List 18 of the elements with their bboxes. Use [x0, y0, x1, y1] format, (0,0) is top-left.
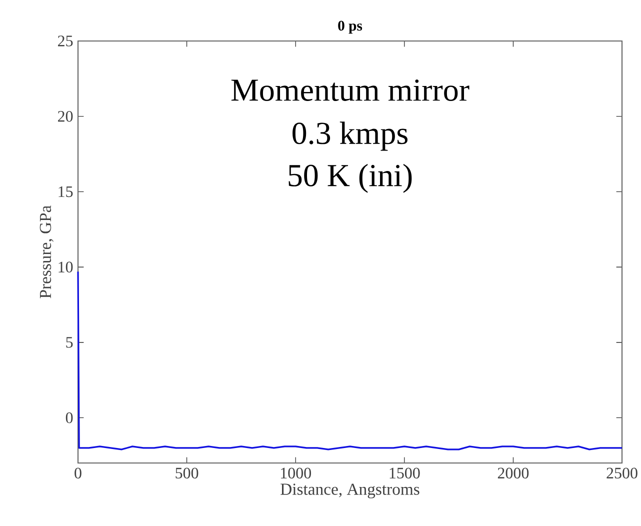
- y-tick-label: 0: [66, 412, 73, 424]
- y-tick-label: 10: [58, 262, 73, 272]
- chart-title: 0 ps: [338, 20, 362, 34]
- annotation: 0.3 kmps: [292, 122, 408, 151]
- y-axis-title: Pressure, GPa: [40, 206, 54, 298]
- x-tick-label: 2000: [498, 468, 529, 478]
- x-tick-label: 2500: [606, 468, 638, 478]
- y-tick-label: 5: [66, 337, 73, 348]
- x-tick-label: 500: [176, 468, 198, 478]
- y-tick-label: 20: [58, 110, 73, 122]
- x-axis-title: Distance, Angstroms: [280, 484, 420, 498]
- x-tick-label: 1000: [281, 468, 311, 478]
- y-tick-label: 25: [58, 36, 73, 46]
- x-tick-label: 0: [74, 468, 82, 478]
- x-tick-label: 1500: [390, 468, 420, 478]
- annotation: Momentum mirror: [231, 79, 470, 101]
- annotation: 50 K (ini): [288, 164, 412, 193]
- y-tick-label: 15: [58, 186, 73, 198]
